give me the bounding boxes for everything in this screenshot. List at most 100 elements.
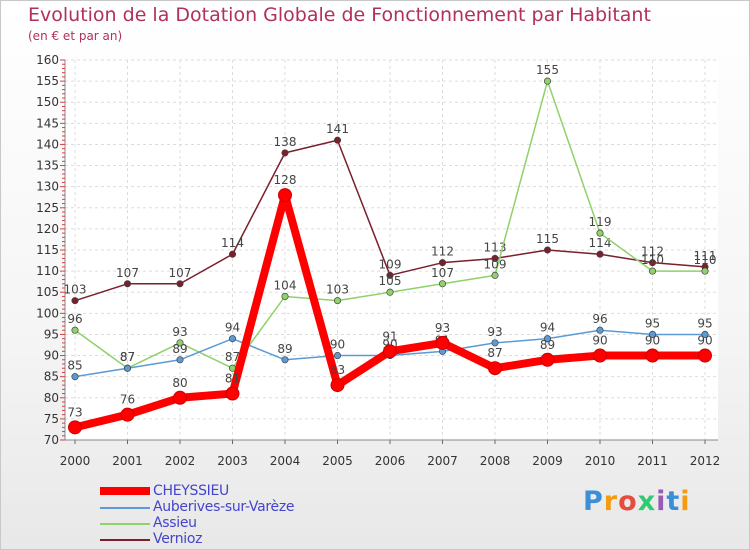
data-point-auberives-sur-var-ze-2011: [648, 330, 657, 338]
legend-item-cheyssieu[interactable]: CHEYSSIEU: [100, 483, 420, 500]
y-tick-label-70: 70: [44, 433, 59, 447]
data-point-assieu-2010: [596, 229, 604, 237]
y-tick-label-80: 80: [44, 391, 59, 405]
y-tick-label-120: 120: [36, 222, 59, 236]
chart-subtitle: (en € et par an): [28, 29, 123, 43]
data-label-vernioz-2011: 112: [641, 245, 664, 259]
data-point-cheyssieu-2009: [540, 352, 555, 367]
legend-swatch-cheyssieu: [100, 487, 150, 495]
data-label-vernioz-2008: 113: [484, 240, 507, 254]
data-point-vernioz-2004: [281, 149, 289, 157]
data-point-vernioz-2000: [71, 297, 79, 305]
data-label-auberives-sur-var-ze-2012: 95: [697, 316, 712, 330]
data-point-auberives-sur-var-ze-2012: [701, 330, 709, 338]
data-point-vernioz-2009: [543, 246, 552, 254]
data-label-cheyssieu-2002: 80: [172, 376, 187, 390]
x-tick-label-2007: 2007: [427, 454, 458, 468]
data-point-cheyssieu-2005: [330, 378, 345, 393]
data-point-vernioz-2008: [491, 254, 499, 262]
data-label-vernioz-2001: 107: [116, 266, 139, 280]
y-tick-label-110: 110: [36, 264, 59, 278]
legend-item-vernioz[interactable]: Vernioz: [100, 531, 420, 548]
data-label-auberives-sur-var-ze-2001: 87: [120, 350, 135, 364]
x-tick-label-2009: 2009: [532, 454, 563, 468]
data-label-cheyssieu-2006: 91: [382, 329, 397, 343]
data-label-assieu-2006: 105: [379, 274, 402, 288]
data-point-assieu-2007: [438, 280, 447, 288]
y-tick-label-130: 130: [36, 180, 59, 194]
legend-label-vernioz: Vernioz: [153, 531, 203, 547]
data-label-vernioz-2007: 112: [431, 245, 454, 259]
data-point-assieu-2009: [543, 77, 552, 85]
legend-item-auberives[interactable]: Auberives-sur-Varèze: [100, 499, 420, 516]
logo-letter-1: r: [603, 486, 619, 517]
data-label-vernioz-2000: 103: [64, 283, 87, 297]
data-label-assieu-2011: 110: [641, 253, 664, 267]
data-point-assieu-2008: [491, 271, 499, 279]
legend-swatch-vernioz: [100, 539, 150, 541]
data-point-cheyssieu-2007: [435, 335, 450, 350]
data-point-vernioz-2010: [596, 250, 604, 258]
x-tick-label-2003: 2003: [217, 454, 248, 468]
data-point-auberives-sur-var-ze-2001: [123, 364, 132, 372]
data-point-cheyssieu-2002: [173, 390, 187, 405]
data-point-auberives-sur-var-ze-2009: [543, 335, 552, 343]
data-point-cheyssieu-2003: [225, 386, 240, 401]
data-label-assieu-2008: 109: [484, 257, 507, 271]
data-label-assieu-2010: 119: [589, 215, 612, 229]
data-point-auberives-sur-var-ze-2003: [228, 335, 237, 343]
data-label-auberives-sur-var-ze-2003: 94: [225, 321, 240, 335]
x-tick-label-2008: 2008: [480, 454, 511, 468]
x-tick-label-2001: 2001: [112, 454, 143, 468]
data-label-vernioz-2009: 115: [536, 232, 559, 246]
data-label-cheyssieu-2008: 87: [487, 346, 502, 360]
data-point-vernioz-2002: [176, 280, 184, 288]
legend-swatch-auberives: [100, 507, 150, 509]
y-tick-label-155: 155: [36, 74, 59, 88]
data-label-assieu-2012: 110: [694, 253, 717, 267]
data-label-auberives-sur-var-ze-2008: 93: [487, 325, 502, 339]
data-label-auberives-sur-var-ze-2009: 94: [540, 321, 555, 335]
data-point-assieu-2005: [333, 297, 342, 305]
data-point-cheyssieu-2012: [698, 348, 712, 363]
legend-label-auberives: Auberives-sur-Varèze: [153, 499, 295, 515]
data-label-assieu-2002: 93: [172, 325, 187, 339]
data-label-auberives-sur-var-ze-2002: 89: [172, 342, 187, 356]
data-point-auberives-sur-var-ze-2000: [71, 373, 79, 381]
legend-label-cheyssieu: CHEYSSIEU: [153, 483, 229, 499]
data-point-vernioz-2003: [228, 250, 237, 258]
data-point-auberives-sur-var-ze-2005: [333, 352, 342, 360]
data-label-cheyssieu-2007: 93: [435, 321, 450, 335]
data-label-cheyssieu-2004: 128: [274, 173, 297, 187]
data-label-cheyssieu-2001: 76: [120, 393, 135, 407]
y-tick-label-90: 90: [44, 349, 59, 363]
y-tick-label-85: 85: [44, 370, 59, 384]
legend-item-assieu[interactable]: Assieu: [100, 515, 420, 532]
x-tick-label-2006: 2006: [375, 454, 406, 468]
data-point-cheyssieu-2006: [383, 344, 397, 359]
data-label-cheyssieu-2003: 81: [225, 372, 240, 386]
logo-letter-0: P: [583, 486, 604, 517]
y-tick-label-145: 145: [36, 116, 59, 130]
data-point-assieu-2002: [176, 339, 184, 347]
logo-letter-6: i: [680, 486, 691, 517]
data-label-cheyssieu-2011: 90: [645, 334, 660, 348]
data-label-vernioz-2002: 107: [169, 266, 192, 280]
data-label-assieu-2004: 104: [274, 278, 297, 292]
data-point-auberives-sur-var-ze-2002: [176, 356, 184, 364]
y-tick-label-95: 95: [44, 327, 59, 341]
data-label-assieu-2000: 96: [67, 312, 82, 326]
x-tick-label-2012: 2012: [690, 454, 721, 468]
data-point-assieu-2011: [648, 267, 657, 275]
y-tick-label-115: 115: [36, 243, 59, 257]
data-label-cheyssieu-2009: 89: [540, 338, 555, 352]
data-label-auberives-sur-var-ze-2005: 90: [330, 338, 345, 352]
legend-swatch-assieu: [100, 523, 150, 525]
data-point-cheyssieu-2004: [278, 188, 292, 203]
data-point-auberives-sur-var-ze-2008: [491, 339, 499, 347]
data-label-assieu-2007: 107: [431, 266, 454, 280]
x-tick-label-2004: 2004: [270, 454, 301, 468]
data-label-vernioz-2010: 114: [589, 236, 612, 250]
data-label-assieu-2009: 155: [536, 63, 559, 77]
x-tick-label-2011: 2011: [637, 454, 668, 468]
